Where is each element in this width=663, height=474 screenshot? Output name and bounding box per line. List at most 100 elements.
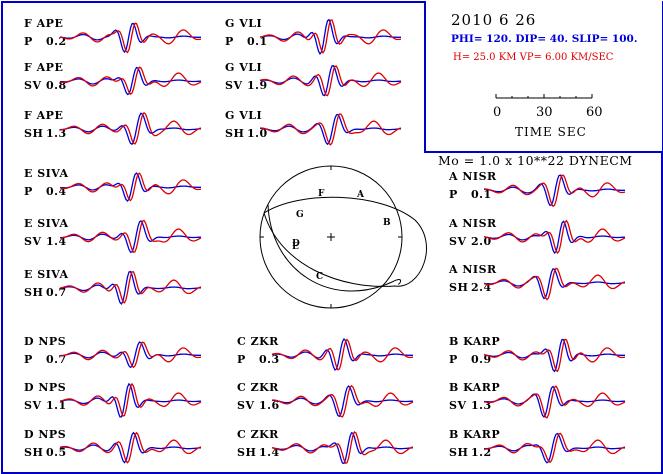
amplitude-value: 1.1 xyxy=(46,399,67,412)
time-axis-label: TIME SEC xyxy=(515,125,587,139)
station-code: F xyxy=(24,61,33,74)
synthetic-waveform xyxy=(483,338,626,373)
trace-label: SH 1.0 xyxy=(225,128,268,140)
station-name: ZKR xyxy=(246,381,279,394)
mechanism-params: PHI= 120. DIP= 40. SLIP= 100. xyxy=(451,33,638,45)
beachball-label-e: E xyxy=(292,242,299,252)
station-label: B KARP xyxy=(449,336,500,348)
phase-label: P xyxy=(225,35,234,48)
station-name: NISR xyxy=(458,170,497,183)
amplitude-value: 0.3 xyxy=(259,353,280,366)
beachball-label-a: A xyxy=(356,190,365,200)
station-code: D xyxy=(24,428,35,441)
observed-waveform xyxy=(483,268,625,300)
amplitude-value: 0.2 xyxy=(46,35,67,48)
trace-label: SV 1.6 xyxy=(237,400,280,412)
station-code: E xyxy=(24,217,33,230)
synthetic-waveform xyxy=(59,172,202,202)
station-code: C xyxy=(237,428,247,441)
station-code: B xyxy=(449,381,459,394)
amplitude-value: 0.7 xyxy=(46,286,67,299)
synthetic-waveform xyxy=(259,19,402,55)
amplitude-value: 1.6 xyxy=(259,399,280,412)
station-code: A xyxy=(449,263,459,276)
synthetic-waveform xyxy=(483,219,626,255)
trace-label: SH 0.7 xyxy=(24,287,67,299)
station-code: D xyxy=(24,335,35,348)
nodal-plane-2 xyxy=(267,203,402,292)
synthetic-waveform xyxy=(59,341,202,369)
station-code: C xyxy=(237,335,247,348)
station-name: NISR xyxy=(458,263,497,276)
phase-label: SH xyxy=(24,127,44,140)
station-label: G VLI xyxy=(225,18,262,30)
station-label: F APE xyxy=(24,110,63,122)
station-label: B KARP xyxy=(449,382,500,394)
station-name: ZKR xyxy=(246,335,279,348)
station-name: VLI xyxy=(234,109,263,122)
phase-label: SV xyxy=(225,79,243,92)
phase-label: SV xyxy=(24,399,42,412)
phase-label: SH xyxy=(225,127,245,140)
trace-label: SV 1.1 xyxy=(24,400,67,412)
station-label: E SIVA xyxy=(24,168,69,180)
station-code: G xyxy=(225,109,235,122)
observed-waveform xyxy=(59,219,202,253)
synthetic-waveform xyxy=(271,338,414,371)
station-label: G VLI xyxy=(225,62,262,74)
station-name: VLI xyxy=(234,17,263,30)
phase-label: SH xyxy=(449,281,469,294)
synthetic-waveform xyxy=(259,65,402,97)
phase-label: SV xyxy=(24,235,42,248)
observed-waveform xyxy=(259,18,401,55)
station-name: KARP xyxy=(458,381,501,394)
phase-label: P xyxy=(449,188,458,201)
observed-waveform xyxy=(271,431,413,465)
scale-tick-60: 60 xyxy=(586,105,603,120)
observed-waveform xyxy=(59,270,201,305)
observed-waveform xyxy=(59,341,201,369)
info-box: 2010 6 26 PHI= 120. DIP= 40. SLIP= 100. … xyxy=(424,1,662,153)
depth-velocity: H= 25.0 KM VP= 6.00 KM/SEC xyxy=(453,52,614,63)
station-code: A xyxy=(449,217,459,230)
station-code: E xyxy=(24,167,33,180)
phase-label: SV xyxy=(449,399,467,412)
beachball-label-f: F xyxy=(318,189,325,199)
station-label: F APE xyxy=(24,62,63,74)
synthetic-waveform xyxy=(483,432,626,464)
event-date: 2010 6 26 xyxy=(451,11,537,29)
station-label: A NISR xyxy=(449,264,497,276)
amplitude-value: 1.9 xyxy=(247,79,268,92)
station-name: KARP xyxy=(458,335,501,348)
station-code: B xyxy=(449,428,459,441)
trace-label: SH 0.5 xyxy=(24,447,67,459)
amplitude-value: 2.0 xyxy=(471,235,492,248)
phase-label: P xyxy=(24,185,33,198)
amplitude-value: 1.4 xyxy=(259,446,280,459)
station-name: APE xyxy=(32,17,64,30)
station-code: F xyxy=(24,109,33,122)
synthetic-waveform xyxy=(484,174,626,208)
station-code: C xyxy=(237,381,247,394)
station-label: E SIVA xyxy=(24,218,69,230)
phase-label: SV xyxy=(24,79,42,92)
station-code: B xyxy=(449,335,459,348)
beachball-label-d: D xyxy=(292,239,300,249)
station-name: APE xyxy=(32,109,64,122)
trace-label: P 0.1 xyxy=(225,36,268,48)
phase-label: P xyxy=(449,353,458,366)
station-label: C ZKR xyxy=(237,336,279,348)
synthetic-waveform xyxy=(59,431,202,464)
synthetic-waveform xyxy=(483,267,626,301)
trace-label: P 0.1 xyxy=(449,189,492,201)
synthetic-waveform xyxy=(272,384,414,418)
observed-waveform xyxy=(483,220,626,255)
station-name: NPS xyxy=(34,428,67,441)
nodal-plane-1 xyxy=(263,196,427,287)
station-name: SIVA xyxy=(32,167,69,180)
station-code: E xyxy=(24,268,33,281)
amplitude-value: 1.0 xyxy=(247,127,268,140)
phase-label: SH xyxy=(24,286,44,299)
